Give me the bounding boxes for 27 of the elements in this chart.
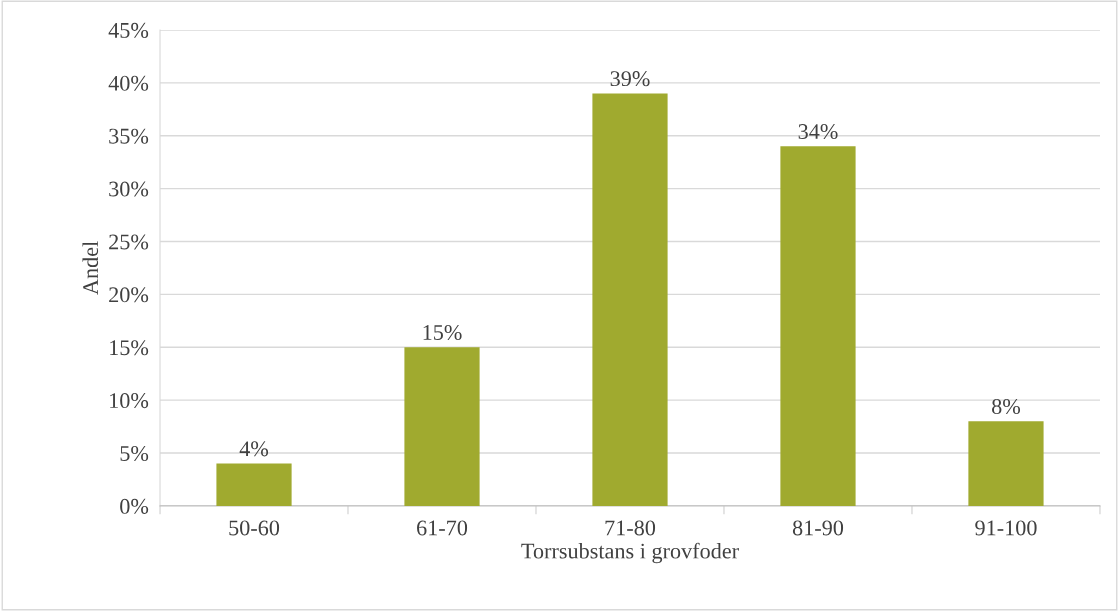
y-tick-label: 30% (109, 181, 149, 197)
x-tick-label: 91-100 (975, 520, 1037, 536)
data-label: 39% (610, 71, 650, 87)
y-tick-label: 25% (109, 234, 149, 250)
x-tick-label: 50-60 (229, 520, 280, 536)
x-tick-label: 81-90 (792, 520, 844, 536)
bar (968, 421, 1044, 506)
y-axis-title: Andel (82, 241, 99, 295)
y-tick-label: 45% (108, 22, 149, 38)
data-label: 15% (423, 324, 462, 341)
y-tick-label: 5% (120, 445, 149, 462)
x-axis-title: Torrsubstans i grovfoder (521, 542, 739, 564)
y-tick-label: 10% (110, 393, 149, 409)
y-tick-label: 15% (110, 340, 149, 356)
y-tick-label: 35% (109, 128, 149, 144)
bar (404, 347, 480, 506)
data-label: 34% (798, 124, 838, 140)
data-label: 4% (239, 441, 269, 457)
bar (592, 93, 668, 506)
y-tick-label: 20% (109, 287, 149, 303)
bar (780, 146, 856, 506)
x-tick-label: 61-70 (417, 520, 468, 536)
bar (216, 463, 292, 506)
y-tick-label: 0% (120, 498, 149, 514)
y-tick-label: 40% (108, 75, 149, 91)
x-tick-label: 71-80 (605, 520, 656, 536)
data-label: 8% (992, 399, 1021, 415)
